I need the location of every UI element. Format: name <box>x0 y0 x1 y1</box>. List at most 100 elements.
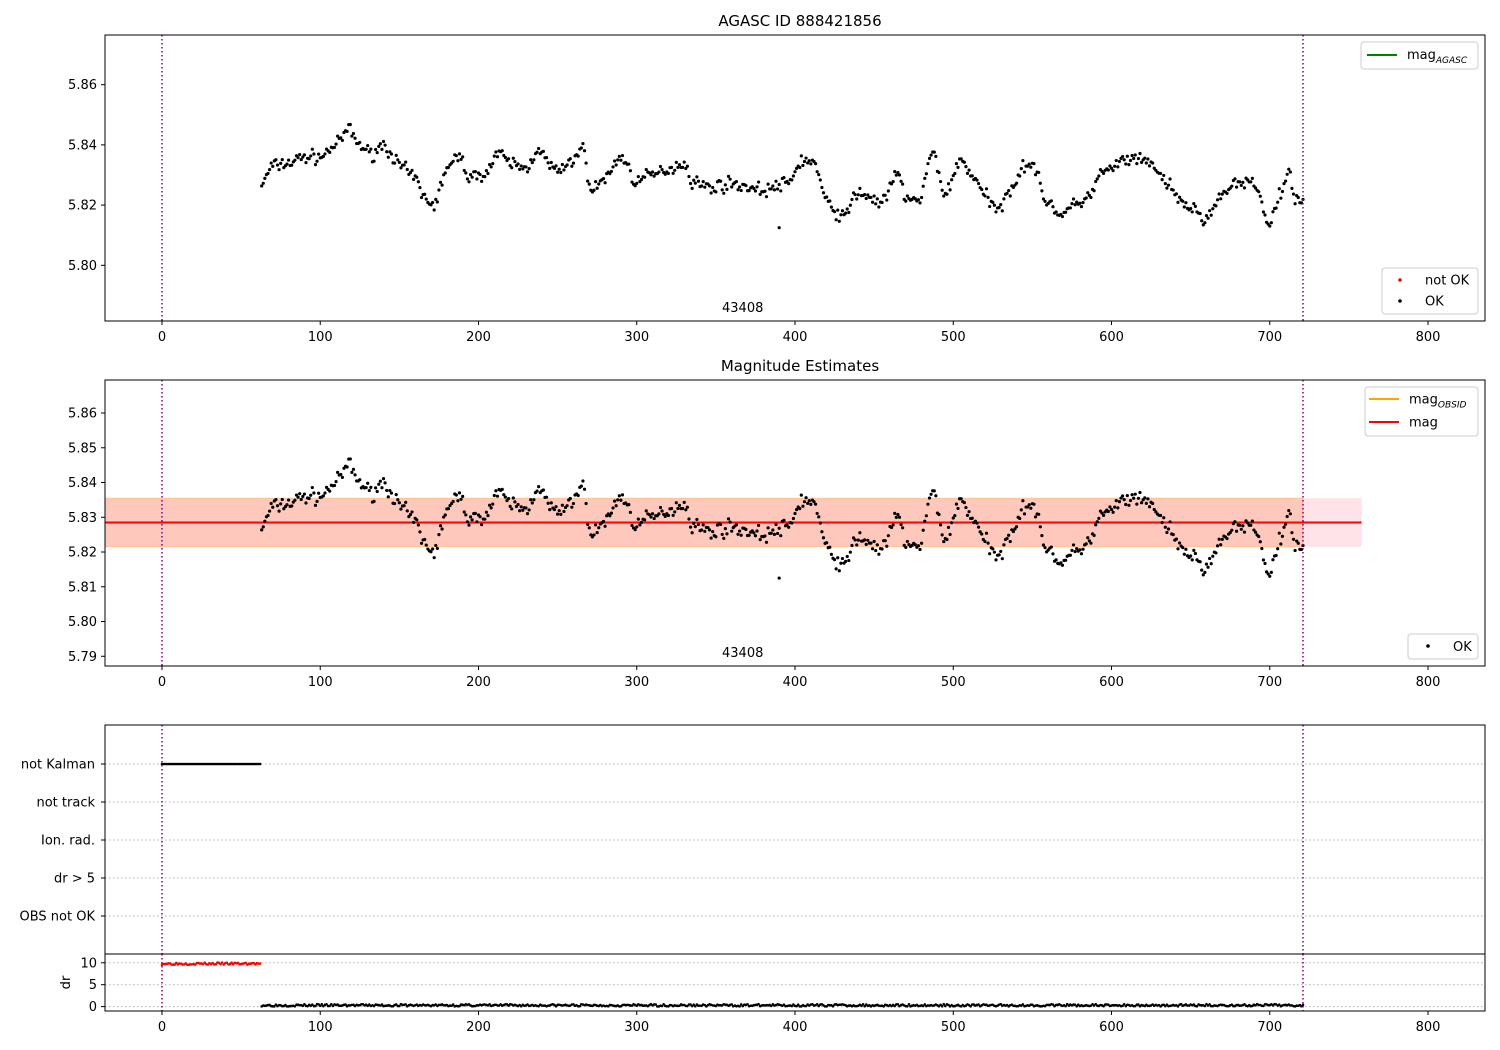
data-point <box>1293 548 1297 553</box>
data-point <box>669 165 674 170</box>
data-point <box>437 533 441 537</box>
data-point <box>489 506 493 510</box>
data-point <box>519 164 523 168</box>
x-tick-label: 0 <box>158 330 166 345</box>
x-tick-label: 300 <box>624 675 649 690</box>
data-point <box>828 199 832 203</box>
data-point <box>837 569 841 573</box>
data-point <box>302 153 307 157</box>
data-point <box>636 174 640 179</box>
data-point <box>348 122 352 127</box>
data-point <box>875 543 879 547</box>
data-point <box>644 509 648 513</box>
data-point <box>962 500 966 505</box>
data-point <box>378 142 382 146</box>
data-point <box>328 489 332 493</box>
data-point <box>877 205 881 209</box>
dr-point <box>273 1005 276 1008</box>
data-point <box>869 541 873 545</box>
data-point <box>611 165 615 169</box>
data-point <box>601 519 606 524</box>
dr-point <box>738 1005 741 1008</box>
data-point <box>266 171 270 176</box>
data-point <box>500 149 504 153</box>
data-point <box>853 192 857 197</box>
data-point <box>546 161 550 165</box>
data-point <box>1163 525 1167 529</box>
data-point <box>307 496 311 501</box>
data-point <box>901 526 905 530</box>
data-point <box>1233 520 1237 524</box>
data-point <box>429 203 433 207</box>
data-point <box>858 186 862 190</box>
data-point <box>844 559 848 563</box>
legend-marker <box>1398 299 1402 303</box>
data-point <box>419 195 424 200</box>
data-point <box>766 526 770 530</box>
data-point <box>1242 530 1247 534</box>
data-point <box>1144 501 1148 505</box>
y-tick-label: 5 <box>89 978 97 993</box>
data-point <box>695 517 699 522</box>
data-point <box>847 558 851 563</box>
data-point <box>962 160 966 164</box>
data-point <box>1249 523 1253 527</box>
data-point <box>1295 539 1299 543</box>
data-point <box>986 541 990 545</box>
data-point <box>722 536 726 541</box>
dr-point <box>896 1002 900 1006</box>
data-point <box>848 550 852 554</box>
data-point <box>948 532 952 537</box>
data-point <box>1127 163 1131 167</box>
data-point <box>608 172 612 176</box>
data-point <box>451 499 455 504</box>
data-point <box>1075 547 1079 551</box>
data-point <box>315 159 319 163</box>
data-point <box>818 521 822 525</box>
data-point <box>1037 170 1041 175</box>
data-point <box>1108 505 1112 509</box>
obsid-annotation: 43408 <box>722 301 763 316</box>
data-point <box>570 505 574 509</box>
data-point <box>568 496 572 501</box>
data-point <box>975 178 979 182</box>
data-point <box>437 188 441 192</box>
data-point <box>380 147 384 151</box>
data-point <box>772 188 777 192</box>
data-point <box>999 549 1003 554</box>
legend-points: OK <box>1407 633 1479 660</box>
data-point <box>1114 158 1118 163</box>
x-tick-label: 100 <box>308 675 333 690</box>
data-point <box>620 493 625 497</box>
legend-label: OK <box>1425 295 1444 310</box>
data-point <box>809 502 813 506</box>
data-point <box>313 503 318 507</box>
data-point <box>560 503 564 507</box>
data-point <box>446 507 451 511</box>
data-point <box>611 506 615 510</box>
data-point <box>486 513 490 518</box>
data-point <box>921 184 925 188</box>
data-point <box>586 522 590 526</box>
data-point <box>769 187 773 191</box>
data-point <box>787 182 791 186</box>
data-point <box>350 470 354 474</box>
dr-point <box>860 1004 863 1008</box>
data-point <box>494 489 498 493</box>
data-point <box>813 502 818 506</box>
data-point <box>1198 211 1202 216</box>
data-point <box>802 500 807 504</box>
data-point <box>1190 210 1194 214</box>
data-point <box>643 518 647 522</box>
data-point <box>457 491 462 495</box>
data-point <box>552 507 557 512</box>
dr-point <box>1301 1003 1305 1007</box>
legend-label: not OK <box>1425 274 1470 289</box>
data-point <box>1287 508 1291 513</box>
data-point <box>285 162 289 166</box>
data-point <box>964 506 968 510</box>
data-point <box>850 197 854 202</box>
data-point <box>457 152 462 156</box>
y-tick-label: 5.82 <box>68 546 97 561</box>
data-point <box>412 177 416 182</box>
